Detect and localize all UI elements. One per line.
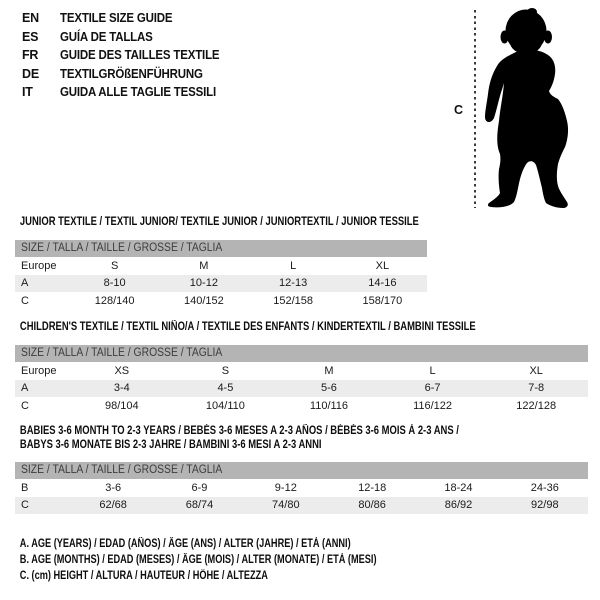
footnotes: A. AGE (YEARS) / EDAD (AÑOS) / ÂGE (ANS)… [15, 536, 467, 584]
size-cell: 6-9 [191, 481, 208, 494]
table-title: CHILDREN'S TEXTILE / TEXTIL NIÑO/A / TEX… [19, 321, 476, 333]
size-cell: 80/86 [358, 499, 386, 512]
size-cell: M [324, 364, 334, 377]
size-cell: 5-6 [321, 382, 337, 395]
size-cell: 10-12 [189, 277, 218, 290]
row-label-cell: A [21, 277, 29, 290]
row-label-cell: C [21, 499, 29, 512]
size-header-text: SIZE / TALLA / TAILLE / GRÖSSE / TAGLIA [21, 464, 223, 476]
table-row: A 3-4 4-5 5-6 6-7 7-8 [15, 379, 588, 397]
childrens-textile-section: CHILDREN'S TEXTILE / TEXTIL NIÑO/A / TEX… [15, 320, 588, 415]
size-cell: 18-24 [444, 481, 473, 494]
row-label-cell: Europe [21, 364, 57, 377]
language-list: EN TEXTILE SIZE GUIDE ES GUÍA DE TALLAS … [22, 9, 233, 102]
size-cell: 86/92 [444, 499, 473, 512]
row-label-cell: C [21, 294, 29, 307]
size-cell: L [290, 259, 297, 272]
size-cell: 24-36 [530, 481, 559, 494]
language-row-de: DE TEXTILGRÖßENFÜHRUNG [22, 65, 233, 84]
size-cell: 122/128 [516, 399, 557, 412]
language-code: FR [22, 48, 39, 63]
table-title-line2: BABYS 3-6 MONATE BIS 2-3 JAHRE / BAMBINI… [19, 439, 322, 451]
language-label: GUÍA DE TALLAS [60, 29, 153, 44]
size-cell: 128/140 [94, 294, 135, 307]
junior-size-table: Europe S M L XL A 8-10 10-12 12-13 14-16… [15, 257, 427, 310]
language-label: TEXTILGRÖßENFÜHRUNG [60, 66, 203, 81]
table-row: C 62/68 68/74 74/80 80/86 86/92 92/98 [15, 496, 588, 514]
size-cell: 92/98 [531, 499, 559, 512]
size-cell: 4-5 [217, 382, 234, 395]
language-row-en: EN TEXTILE SIZE GUIDE [22, 9, 233, 28]
size-header-bar: SIZE / TALLA / TAILLE / GRÖSSE / TAGLIA [15, 345, 588, 362]
size-cell: 14-16 [368, 277, 397, 290]
size-header-text: SIZE / TALLA / TAILLE / GRÖSSE / TAGLIA [21, 347, 223, 359]
size-cell: 68/74 [185, 499, 214, 512]
size-cell: XL [375, 259, 390, 272]
size-cell: 116/122 [413, 399, 453, 412]
size-cell: 6-7 [424, 382, 441, 395]
size-cell: M [199, 259, 209, 272]
size-cell: L [429, 364, 436, 377]
footnote-c: C. (cm) HEIGHT / ALTURA / HAUTEUR / HÖHE… [19, 570, 268, 582]
row-label-cell: C [21, 399, 29, 412]
language-code: IT [22, 85, 33, 100]
size-cell: 74/80 [272, 499, 300, 512]
row-label-cell: Europe [21, 259, 57, 272]
language-code: ES [22, 29, 39, 44]
language-row-it: IT GUIDA ALLE TAGLIE TESSILI [22, 83, 233, 102]
table-row: Europe S M L XL [15, 257, 427, 275]
toddler-silhouette-icon [485, 8, 569, 208]
table-row: C 98/104 104/110 110/116 116/122 122/128 [15, 397, 588, 415]
size-cell: 12-18 [358, 481, 387, 494]
size-header-bar: SIZE / TALLA / TAILLE / GRÖSSE / TAGLIA [15, 462, 588, 479]
size-cell: 8-10 [103, 277, 126, 290]
language-row-es: ES GUÍA DE TALLAS [22, 28, 233, 47]
language-label: GUIDE DES TAILLES TEXTILE [60, 48, 220, 63]
table-row: Europe XS S M L XL [15, 362, 588, 380]
language-code: DE [22, 66, 39, 81]
language-row-fr: FR GUIDE DES TAILLES TEXTILE [22, 46, 233, 65]
footnote-a: A. AGE (YEARS) / EDAD (AÑOS) / ÂGE (ANS)… [19, 538, 351, 550]
size-cell: 62/68 [99, 499, 127, 512]
size-cell: 152/158 [273, 294, 313, 307]
language-label: GUIDA ALLE TAGLIE TESSILI [60, 85, 216, 100]
size-header-text: SIZE / TALLA / TAILLE / GRÖSSE / TAGLIA [21, 242, 223, 254]
size-cell: 3-4 [113, 382, 130, 395]
size-cell: 98/104 [104, 399, 139, 412]
footnote-b: B. AGE (MONTHS) / EDAD (MESES) / ÂGE (MO… [19, 554, 377, 566]
size-cell: 9-12 [274, 481, 297, 494]
babies-textile-section: BABIES 3-6 MONTH TO 2-3 YEARS / BEBÉS 3-… [15, 424, 588, 514]
size-cell: 110/116 [309, 399, 349, 412]
language-code: EN [22, 11, 39, 25]
size-cell: 104/110 [205, 399, 245, 412]
size-cell: XL [529, 364, 543, 377]
table-title: JUNIOR TEXTILE / TEXTIL JUNIOR/ TEXTILE … [19, 216, 419, 228]
table-row: B 3-6 6-9 9-12 12-18 18-24 24-36 [15, 479, 588, 497]
table-row: C 128/140 140/152 152/158 158/170 [15, 292, 427, 310]
size-cell: S [110, 259, 119, 272]
size-cell: 7-8 [528, 382, 545, 395]
table-title-line1: BABIES 3-6 MONTH TO 2-3 YEARS / BEBÉS 3-… [19, 425, 459, 437]
size-cell: S [221, 364, 230, 377]
size-cell: XS [114, 364, 130, 377]
table-row: A 8-10 10-12 12-13 14-16 [15, 274, 427, 292]
height-measure-label: C [454, 103, 464, 117]
size-header-bar: SIZE / TALLA / TAILLE / GRÖSSE / TAGLIA [15, 240, 427, 257]
babies-size-table: B 3-6 6-9 9-12 12-18 18-24 24-36 C 62/68… [15, 479, 588, 514]
height-measure-dashed-line [474, 10, 476, 208]
row-label-cell: B [21, 481, 29, 494]
language-label: TEXTILE SIZE GUIDE [60, 11, 173, 25]
junior-textile-section: JUNIOR TEXTILE / TEXTIL JUNIOR/ TEXTILE … [15, 215, 427, 310]
row-label-cell: A [21, 382, 29, 395]
size-cell: 158/170 [362, 294, 403, 307]
size-cell: 12-13 [279, 277, 308, 290]
childrens-size-table: Europe XS S M L XL A 3-4 4-5 5-6 6-7 7-8… [15, 362, 588, 415]
size-cell: 3-6 [105, 481, 122, 494]
size-cell: 140/152 [183, 294, 224, 307]
